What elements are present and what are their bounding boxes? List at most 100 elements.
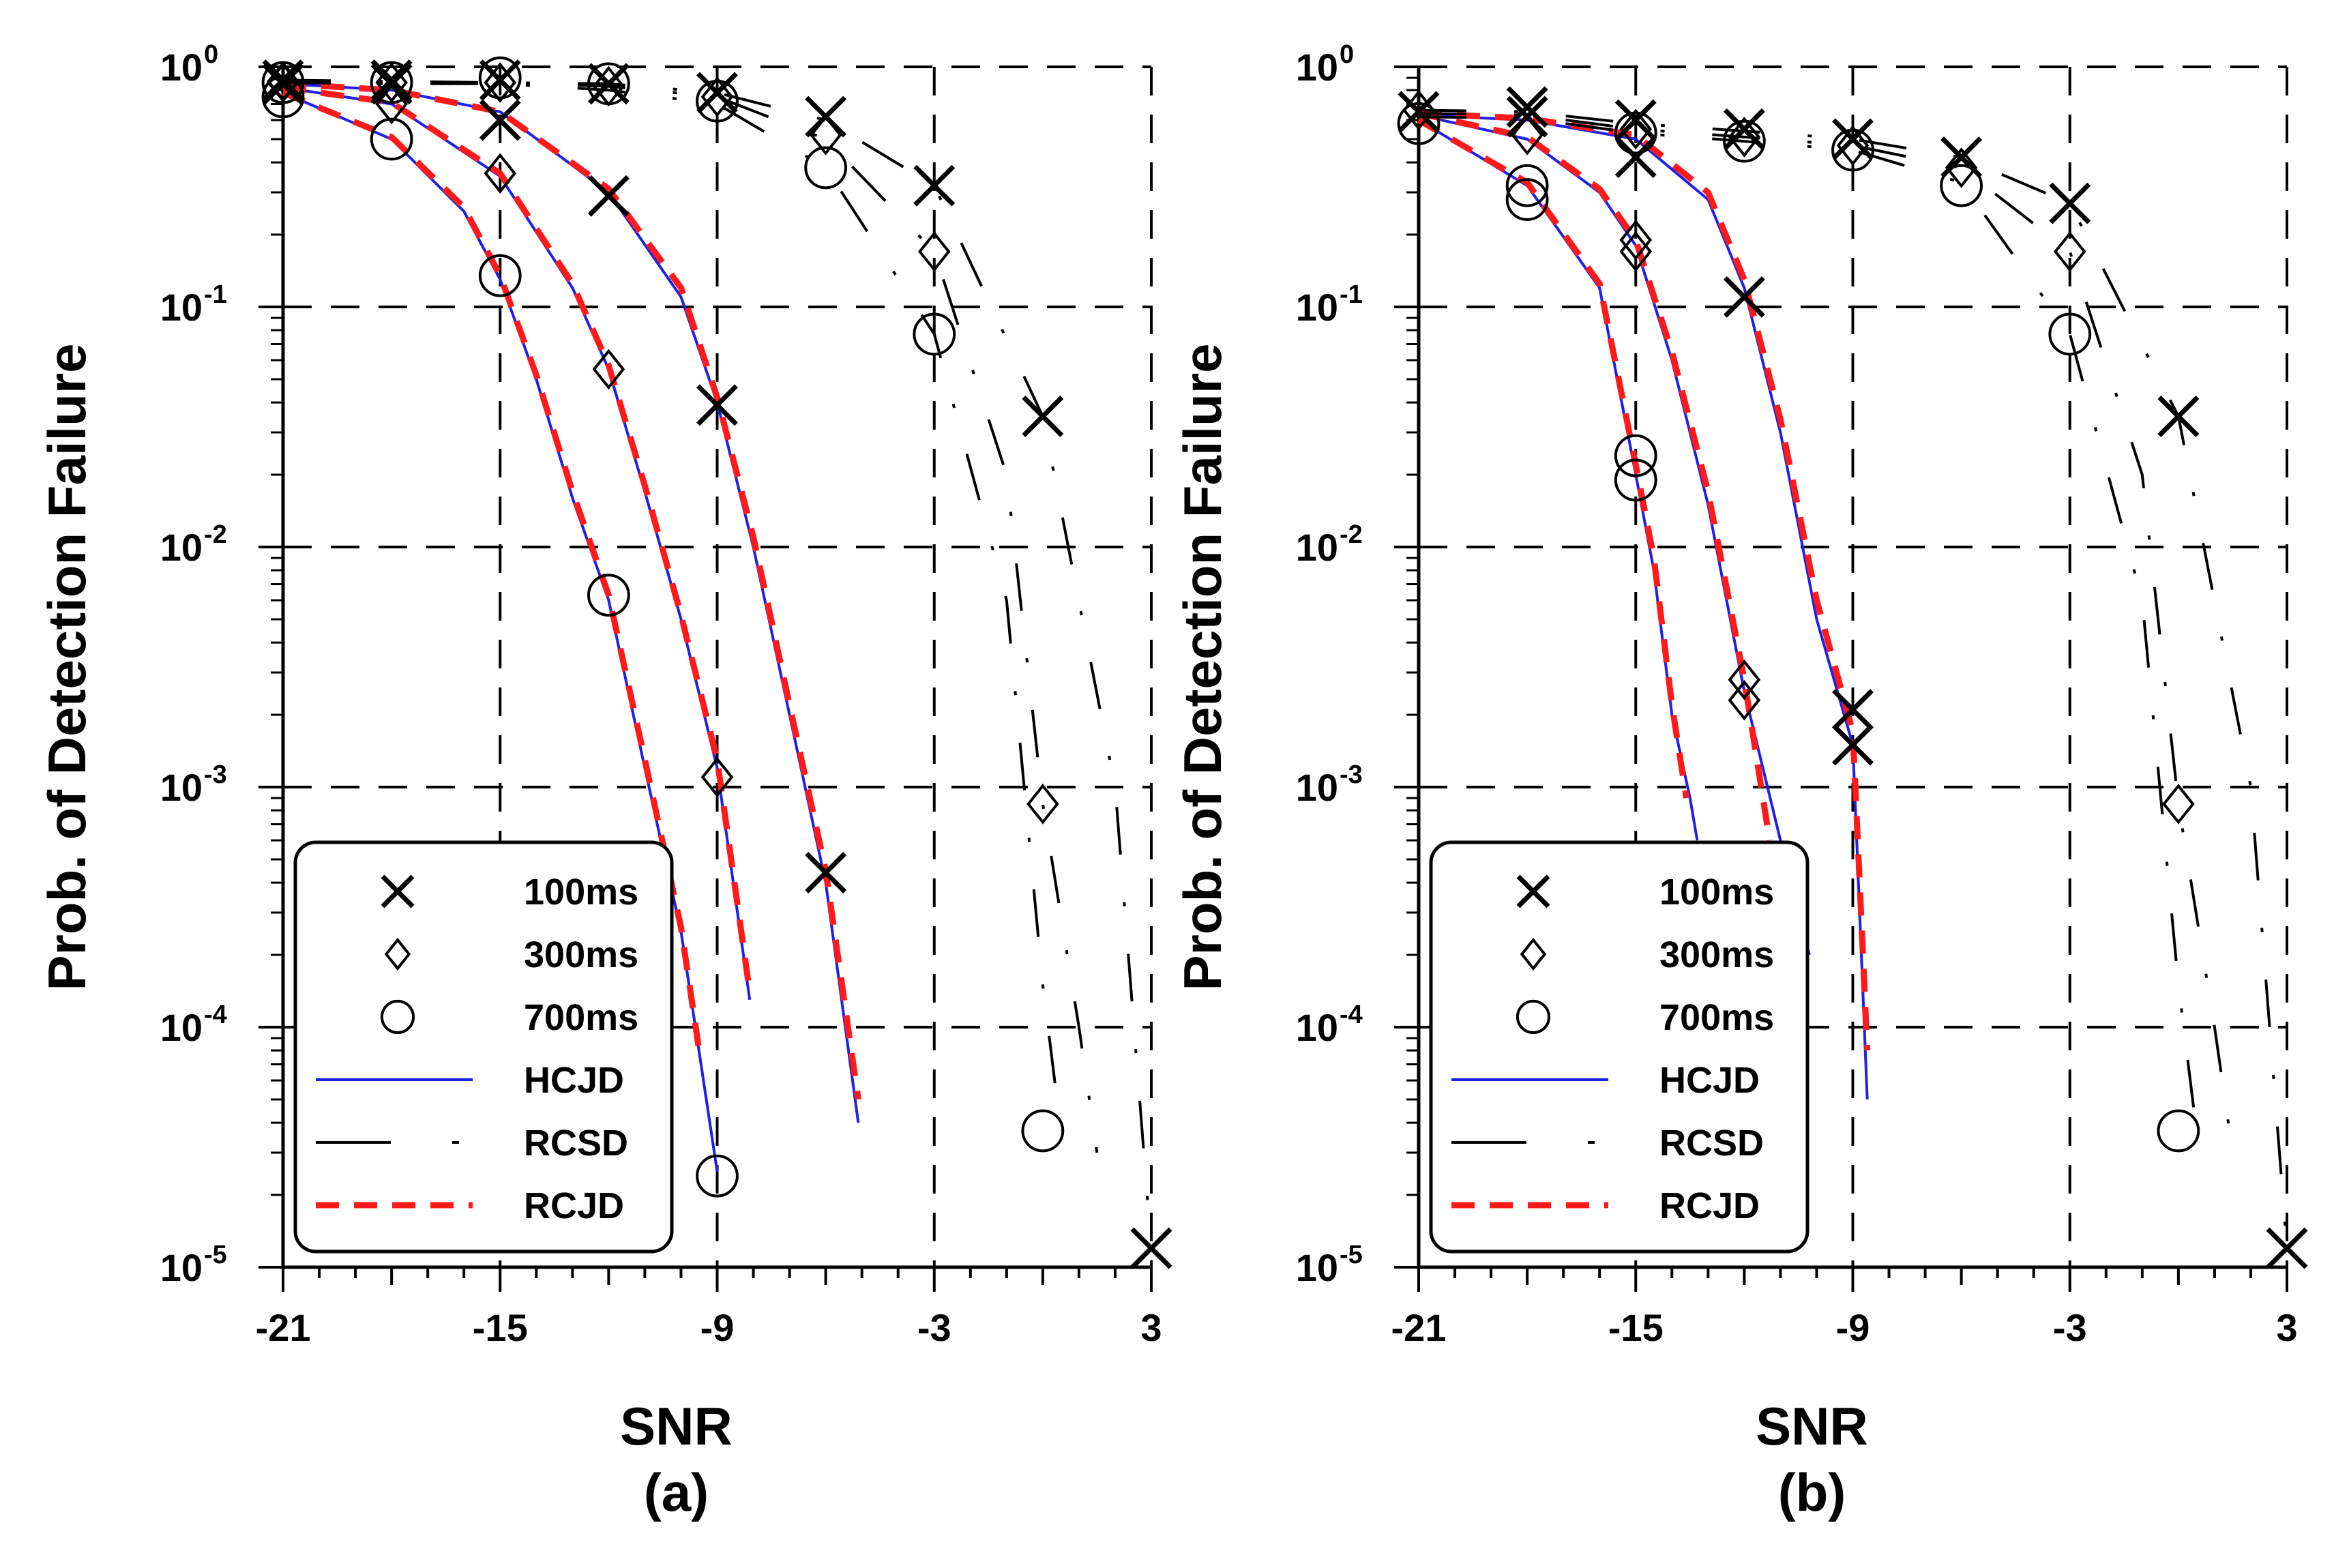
legend-entry: 700ms — [1659, 997, 1774, 1038]
marker-x — [1506, 86, 1548, 128]
marker-diamond — [1945, 147, 1978, 188]
chart-panel-0: -21 -15 -9 -3 310-510-410-310-210-110 0SNRPro… — [37, 40, 1172, 1522]
x-tick-label: -9 — [1836, 1306, 1870, 1349]
y-tick-exponent: -3 — [1340, 760, 1363, 789]
marker-diamond — [1619, 220, 1653, 261]
y-tick-label: 10 — [160, 526, 203, 569]
marker-diamond — [1728, 659, 1761, 700]
legend: 100ms 300ms 700ms HCJD RCSD RCJD — [1429, 840, 1809, 1254]
marker-x — [1516, 874, 1550, 908]
y-tick-label: 10 — [1296, 1246, 1338, 1289]
marker-x-stroke — [2157, 396, 2200, 437]
y-tick-label: 10 — [1296, 46, 1338, 89]
y-tick-exponent: -5 — [1340, 1241, 1363, 1269]
marker-x — [805, 852, 847, 893]
marker-x — [913, 164, 956, 207]
legend-entry: 100ms — [524, 872, 638, 913]
x-axis-title: SNR — [1756, 1396, 1868, 1456]
y-tick-exponent: -4 — [204, 1001, 227, 1029]
series-line-rcjd-700ms — [282, 89, 703, 1051]
marker-diamond — [484, 153, 517, 194]
marker-circle — [1021, 1109, 1065, 1153]
marker-circle — [1940, 164, 1983, 207]
y-tick-exponent: -1 — [204, 280, 227, 309]
marker-circle — [2157, 1109, 2200, 1153]
grid-lines — [283, 65, 1153, 1267]
marker-x-stroke — [1832, 118, 1874, 160]
legend-entry: 300ms — [524, 934, 638, 975]
marker-diamond — [1511, 115, 1543, 156]
marker-x-stroke — [1130, 1227, 1172, 1269]
y-tick-label: 10 — [160, 46, 203, 89]
y-tick-exponent: -2 — [204, 520, 227, 549]
y-axis-title: Prob. of Detection Failure — [1172, 343, 1232, 990]
marker-diamond — [1836, 125, 1870, 166]
y-tick-exponent: -4 — [1340, 1001, 1363, 1029]
marker-diamond — [592, 349, 625, 390]
y-tick-label: 10 — [160, 1246, 203, 1289]
marker-circle — [2048, 312, 2092, 356]
marker-x-stroke — [1832, 724, 1874, 766]
y-tick-exponent: -1 — [1340, 280, 1363, 309]
legend-entry: RCSD — [1659, 1123, 1764, 1164]
marker-x — [2157, 396, 2200, 437]
marker-x — [2049, 182, 2091, 224]
panel-label: (b) — [1778, 1462, 1846, 1522]
series-line-rcsd-100ms — [1418, 108, 2288, 1249]
marker-x — [696, 72, 738, 114]
legend-entry: HCJD — [1659, 1060, 1760, 1101]
y-tick-exponent: -3 — [204, 760, 227, 789]
marker-x — [587, 175, 630, 217]
marker-diamond — [2053, 231, 2086, 272]
marker-circle — [913, 312, 956, 356]
legend-entry: RCJD — [524, 1185, 624, 1226]
series-line-rcsd-700ms — [282, 81, 1063, 1131]
marker-x-stroke — [1832, 689, 1874, 731]
markers — [261, 56, 1172, 1269]
legend-entry: 700ms — [524, 997, 638, 1038]
marker-x — [1614, 136, 1657, 179]
y-tick-label: 10 — [1296, 526, 1338, 569]
marker-diamond — [917, 231, 951, 272]
marker-circle — [1505, 178, 1549, 222]
x-tick-label: 3 — [2276, 1306, 2297, 1349]
legend-box — [1429, 840, 1809, 1254]
panel-label: (a) — [644, 1462, 709, 1522]
y-tick-label: 10 — [1296, 1006, 1338, 1049]
marker-circle — [370, 61, 413, 104]
legend: 100ms 300ms 700ms HCJD RCSD RCJD — [293, 840, 674, 1254]
marker-diamond — [1728, 117, 1761, 158]
marker-diamond — [1402, 89, 1435, 131]
x-tick-label: -3 — [2053, 1306, 2087, 1349]
series-line-rcjd-300ms — [1418, 110, 1773, 841]
marker-circle — [1516, 999, 1551, 1035]
x-tick-label: -15 — [473, 1306, 528, 1349]
marker-x — [1832, 689, 1874, 731]
marker-x-stroke — [2049, 182, 2091, 224]
marker-circle — [1831, 128, 1874, 172]
legend-entry: HCJD — [524, 1060, 624, 1101]
marker-circle — [804, 146, 848, 190]
y-tick-exponent: -2 — [1340, 520, 1363, 549]
series-line-hcjd-300ms — [1418, 113, 1811, 956]
x-tick-label: -3 — [917, 1306, 951, 1349]
marker-circle — [1614, 458, 1657, 502]
marker-circle — [1505, 164, 1549, 207]
x-axis-title: SNR — [620, 1396, 733, 1456]
marker-diamond — [384, 937, 411, 971]
marker-x — [1723, 108, 1765, 150]
marker-x-stroke — [1516, 874, 1550, 908]
marker-diamond — [375, 62, 408, 103]
y-tick-label: 10 — [1296, 286, 1338, 329]
marker-diamond — [1728, 679, 1761, 721]
marker-circle — [370, 117, 413, 161]
markers — [1397, 86, 2308, 1269]
marker-circle — [478, 254, 522, 297]
marker-circle — [1614, 434, 1657, 477]
marker-x-stroke — [1506, 86, 1548, 128]
marker-x — [1398, 91, 1440, 133]
x-tick-label: -21 — [256, 1306, 311, 1349]
marker-circle — [478, 56, 522, 100]
y-tick-exponent: -5 — [204, 1241, 227, 1269]
